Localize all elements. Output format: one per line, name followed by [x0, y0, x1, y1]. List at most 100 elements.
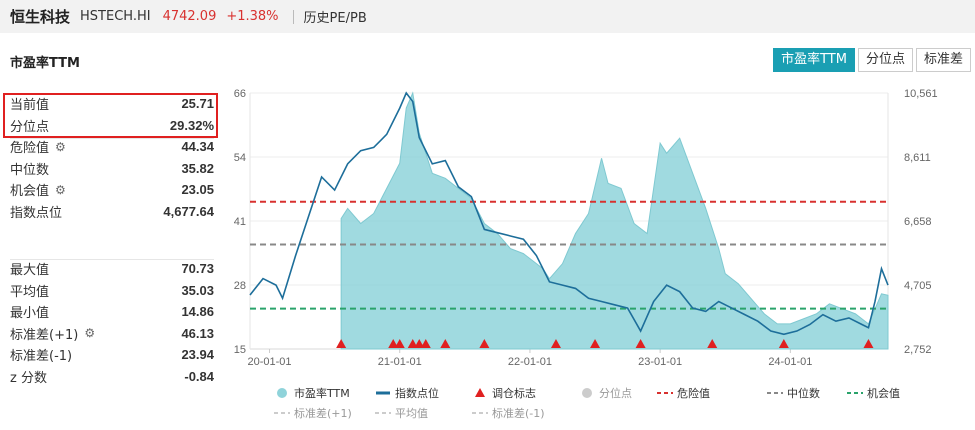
index-level-line	[249, 91, 889, 336]
stats-divider	[10, 259, 214, 260]
legend-label: 平均值	[395, 407, 428, 420]
legend-label: 标准差(+1)	[294, 406, 352, 420]
stat-label: 最大值	[10, 263, 50, 279]
legend-swatch	[582, 388, 592, 398]
stat-label: 危险值	[10, 141, 50, 157]
stat-value: 70.73	[181, 261, 214, 277]
gear-icon[interactable]: ⚙	[84, 326, 96, 341]
legend-label: 机会值	[867, 386, 900, 400]
legend-swatch	[277, 388, 287, 398]
stat-value: 23.94	[181, 347, 214, 363]
stat-label: 指数点位	[10, 205, 63, 221]
x-tick-label: 22-01-01	[508, 356, 552, 368]
stat-row-z-score: z 分数 -0.84	[10, 366, 214, 388]
stat-label: 平均值	[10, 284, 50, 300]
rebalance-marker	[420, 339, 431, 348]
right-axis-tick: 10,561	[904, 88, 938, 100]
rebalance-marker	[479, 339, 490, 348]
left-axis-tick: 66	[234, 88, 246, 100]
x-tick-label: 21-01-01	[378, 356, 422, 368]
stat-label: 当前值	[10, 98, 50, 114]
legend-label: 中位数	[787, 386, 820, 400]
stat-label: 标准差(-1)	[10, 349, 73, 365]
rebalance-marker	[407, 339, 418, 348]
left-axis-tick: 28	[234, 280, 246, 292]
legend-label: 指数点位	[395, 386, 439, 400]
x-tick-label: 23-01-01	[638, 356, 682, 368]
stat-value: 23.05	[181, 182, 214, 198]
stat-row-percentile: 分位点 29.32%	[10, 115, 214, 137]
stat-label-wrap: 标准差(+1) ⚙	[10, 324, 95, 343]
stat-label-wrap: 机会值 ⚙	[10, 180, 66, 200]
x-tick-label: 24-01-01	[768, 356, 812, 368]
right-axis-tick: 2,752	[904, 344, 932, 356]
rebalance-marker	[550, 339, 561, 348]
highlight-box	[3, 93, 218, 138]
rebalance-marker	[778, 339, 789, 348]
stat-row-std-minus: 标准差(-1) 23.94	[10, 344, 214, 366]
tab-percentile[interactable]: 分位点	[857, 48, 913, 72]
right-axis-tick: 6,658	[904, 216, 932, 228]
index-price: 4742.09	[162, 9, 217, 24]
right-axis-tick: 4,705	[904, 280, 932, 292]
left-axis-tick: 41	[234, 216, 246, 228]
rebalance-marker	[863, 339, 874, 348]
rebalance-marker	[336, 339, 347, 348]
stat-label-wrap: 危险值 ⚙	[10, 137, 66, 157]
stats-spacer	[10, 222, 214, 258]
rebalance-marker	[707, 339, 718, 348]
right-axis-tick: 8,611	[904, 152, 931, 164]
stat-label: 中位数	[10, 162, 50, 178]
stat-row-current: 当前值 25.71	[10, 93, 214, 115]
stat-value: 14.86	[181, 304, 214, 320]
index-name: 恒生科技	[10, 8, 71, 26]
stat-label: z 分数	[10, 370, 47, 386]
stat-row-opportunity: 机会值 ⚙ 23.05	[10, 179, 214, 201]
stat-value: 29.32%	[169, 117, 214, 133]
stat-value: 4,677.64	[163, 203, 214, 219]
rebalance-marker	[635, 339, 646, 348]
header-bar: 恒生科技 HSTECH.HI 4742.09 +1.38% 历史PE/PB	[0, 0, 975, 33]
history-pe-pb-link[interactable]: 历史PE/PB	[303, 11, 367, 26]
stat-label: 最小值	[10, 306, 50, 322]
stat-label: 机会值	[10, 184, 50, 200]
rebalance-marker	[388, 339, 399, 348]
stats-panel: 当前值 25.71 分位点 29.32% 危险值 ⚙ 44.34 中位数 35.8…	[10, 93, 214, 387]
index-code: HSTECH.HI	[80, 9, 151, 24]
legend-label: 危险值	[677, 386, 710, 400]
stat-row-max: 最大值 70.73	[10, 258, 214, 280]
stat-value: 35.82	[181, 160, 214, 176]
stat-value: 46.13	[181, 325, 214, 341]
stat-row-min: 最小值 14.86	[10, 301, 214, 323]
tab-std-dev[interactable]: 标准差	[915, 48, 971, 72]
left-axis-tick: 54	[234, 152, 246, 164]
index-change: +1.38%	[226, 9, 279, 24]
rebalance-marker	[394, 339, 405, 348]
legend-swatch	[475, 388, 485, 397]
rebalance-marker	[414, 339, 425, 348]
rebalance-marker	[440, 339, 451, 348]
stat-row-danger: 危险值 ⚙ 44.34	[10, 136, 214, 158]
header-divider	[292, 9, 294, 24]
rebalance-marker	[590, 339, 601, 348]
stat-row-std-plus: 标准差(+1) ⚙ 46.13	[10, 323, 214, 345]
stat-label: 标准差(+1)	[10, 327, 79, 343]
stat-row-index-level: 指数点位 4,677.64	[10, 201, 214, 223]
stat-label: 分位点	[10, 119, 50, 135]
stats-divider	[10, 138, 214, 139]
stat-value: 35.03	[181, 282, 214, 298]
legend-label: 市盈率TTM	[294, 386, 350, 400]
metric-toggle-group: 市盈率TTM 分位点 标准差	[770, 48, 971, 72]
gear-icon[interactable]: ⚙	[55, 182, 66, 197]
gear-icon[interactable]: ⚙	[55, 139, 66, 154]
stat-row-mean: 平均值 35.03	[10, 280, 214, 302]
stat-value: -0.84	[184, 368, 214, 384]
left-axis-tick: 15	[234, 344, 246, 356]
x-tick-label: 20-01-01	[248, 356, 292, 368]
legend-label: 标准差(-1)	[492, 406, 545, 420]
legend-label: 分位点	[599, 386, 632, 400]
stat-value: 44.34	[181, 139, 214, 155]
section-title: 市盈率TTM	[10, 56, 80, 71]
tab-pe-ttm[interactable]: 市盈率TTM	[773, 48, 855, 72]
pe-chart: 66 10,561 54 8,611 41 6,658 28 4,705 15 2,752 20-0…	[234, 88, 938, 420]
